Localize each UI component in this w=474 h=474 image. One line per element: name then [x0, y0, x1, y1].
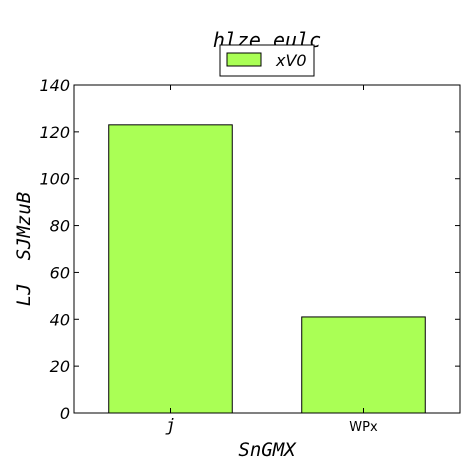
y-tick-label: 120 — [39, 123, 70, 142]
plot-frame — [73, 84, 461, 414]
y-axis-label: LJ SJMzuB — [13, 192, 35, 306]
y-tick-label: 40 — [50, 310, 70, 329]
x-tick-label: j — [165, 416, 175, 436]
bar-wpx — [301, 316, 426, 414]
y-tick-label: 140 — [39, 76, 70, 95]
y-axis-ticks: 0 20 40 60 80 100 120 140 — [39, 76, 460, 423]
bars-group — [108, 124, 426, 414]
y-tick-label: 60 — [50, 263, 70, 282]
x-axis-ticks: j WPx — [165, 85, 378, 436]
y-tick-label: 100 — [39, 170, 70, 189]
bar-j — [108, 124, 233, 414]
y-tick-label: 80 — [50, 217, 70, 236]
x-axis-label: SnGMX — [238, 439, 297, 461]
x-tick-label: WPx — [349, 420, 378, 435]
legend: xV0 — [219, 44, 315, 77]
y-tick-label: 0 — [60, 404, 70, 423]
legend-label: xV0 — [275, 51, 307, 70]
y-tick-label: 20 — [50, 357, 70, 376]
legend-swatch — [226, 52, 262, 67]
